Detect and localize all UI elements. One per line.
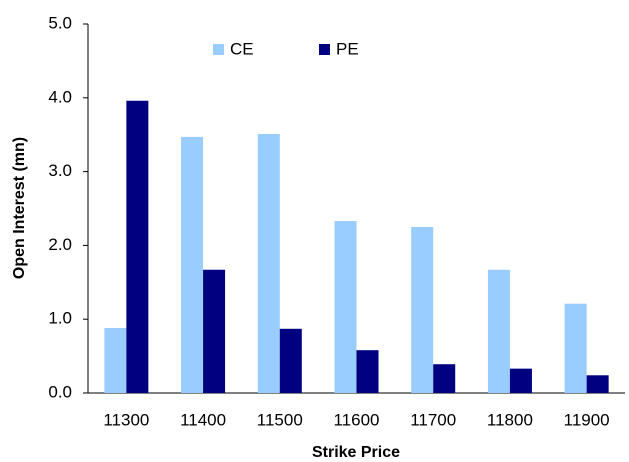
bar [356, 350, 379, 393]
bar [181, 136, 204, 393]
x-tick-label: 11600 [333, 410, 379, 429]
x-tick-label: 11300 [103, 410, 149, 429]
bar [126, 100, 149, 393]
bar [487, 269, 510, 393]
x-tick-label: 11900 [564, 410, 610, 429]
bar [586, 375, 609, 393]
legend-label: CE [230, 39, 254, 58]
legend-swatch [319, 44, 330, 55]
x-tick-label: 11800 [487, 410, 533, 429]
y-tick-label: 2.0 [48, 235, 72, 254]
x-tick-label: 11400 [180, 410, 226, 429]
bar [279, 328, 302, 393]
x-axis-title: Strike Price [312, 444, 400, 461]
y-tick-label: 1.0 [48, 309, 72, 328]
y-tick-label: 3.0 [48, 161, 72, 180]
x-tick-label: 11700 [410, 410, 456, 429]
y-tick-label: 4.0 [48, 87, 72, 106]
bar [203, 269, 226, 393]
bar [104, 328, 127, 393]
y-axis-title: Open Interest (mn) [11, 137, 28, 279]
bar [509, 368, 532, 393]
legend-label: PE [336, 39, 359, 58]
legend-swatch [213, 44, 224, 55]
x-tick-label: 11500 [257, 410, 303, 429]
bar [411, 226, 434, 393]
bar [257, 133, 280, 393]
bar [433, 364, 456, 393]
bar [334, 221, 357, 393]
y-tick-label: 5.0 [48, 13, 72, 32]
y-tick-label: 0.0 [48, 382, 72, 401]
bar [564, 303, 587, 393]
